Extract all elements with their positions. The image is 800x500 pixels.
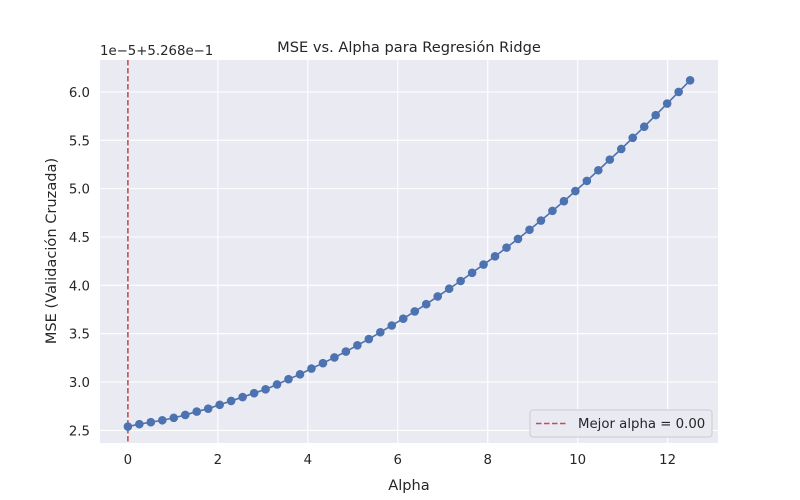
data-point: [490, 252, 500, 261]
data-point: [123, 422, 133, 431]
legend-box: [529, 409, 713, 438]
data-point: [639, 122, 649, 132]
y-tick-label: 6.0: [69, 86, 90, 101]
data-point: [444, 284, 454, 294]
data-point: [238, 392, 247, 402]
data-point: [318, 358, 328, 368]
grid: [100, 60, 718, 443]
data-point: [662, 99, 672, 108]
data-point: [272, 380, 282, 389]
chart-title: MSE vs. Alpha para Regresión Ridge: [277, 39, 541, 56]
data-point: [376, 327, 385, 337]
series: [123, 76, 695, 431]
data-point: [594, 165, 603, 175]
data-point: [192, 407, 202, 416]
data-point: [203, 404, 213, 413]
y-offset-text: 1e−5+5.268e−1: [100, 44, 213, 59]
data-point: [433, 292, 442, 301]
data-point: [387, 321, 397, 330]
x-tick-label: 6: [394, 453, 402, 468]
data-point: [651, 110, 661, 120]
y-tick-label: 4.0: [69, 279, 90, 294]
data-point: [215, 400, 224, 410]
data-point: [330, 353, 339, 362]
data-point: [353, 341, 362, 350]
data-point: [502, 243, 511, 252]
data-point: [157, 415, 167, 425]
data-point: [536, 216, 546, 225]
data-point: [261, 385, 270, 394]
data-point: [180, 410, 190, 420]
x-tick-label: 8: [483, 453, 491, 468]
plot-area: [100, 60, 718, 443]
y-tick-label: 5.0: [69, 183, 90, 198]
data-point: [571, 186, 580, 196]
x-tick-label: 12: [659, 453, 676, 468]
x-tick-label: 10: [569, 453, 586, 468]
data-point: [146, 417, 156, 427]
y-tick-label: 2.5: [69, 424, 90, 439]
data-point: [364, 334, 374, 344]
data-point: [226, 396, 236, 406]
data-point: [456, 276, 465, 286]
data-point: [674, 87, 683, 97]
x-tick-label: 4: [304, 453, 312, 468]
data-point: [410, 307, 420, 316]
data-point: [616, 144, 626, 154]
x-tick-labels: 0 2 4 6 8 10 12: [124, 453, 676, 468]
y-tick-label: 4.5: [69, 231, 90, 246]
data-point: [605, 155, 615, 164]
data-point: [307, 364, 316, 373]
data-point: [582, 176, 592, 186]
data-point: [284, 374, 293, 384]
data-point: [341, 347, 351, 356]
y-tick-labels: 2.5 3.0 3.5 4.0 4.5 5.0 5.5 6.0: [69, 86, 90, 440]
data-point: [479, 260, 488, 269]
data-point: [467, 268, 477, 278]
data-point: [525, 225, 534, 235]
data-point: [548, 206, 557, 216]
data-point: [249, 388, 259, 398]
y-tick-label: 5.5: [69, 134, 90, 149]
legend: Mejor alpha = 0.00: [529, 409, 713, 438]
y-tick-label: 3.0: [69, 376, 90, 391]
x-tick-label: 0: [124, 453, 132, 468]
legend-label: Mejor alpha = 0.00: [578, 417, 705, 432]
data-point: [135, 419, 144, 429]
data-point: [295, 370, 305, 379]
y-axis-label: MSE (Validación Cruzada): [43, 158, 60, 344]
data-point: [513, 234, 523, 244]
data-point: [169, 413, 179, 423]
y-tick-label: 3.5: [69, 328, 90, 343]
data-point: [685, 76, 695, 85]
data-point: [421, 299, 431, 309]
data-point: [559, 196, 569, 206]
data-point: [398, 314, 408, 324]
x-tick-label: 2: [214, 453, 222, 468]
data-point: [628, 133, 638, 143]
x-axis-label: Alpha: [388, 477, 430, 494]
